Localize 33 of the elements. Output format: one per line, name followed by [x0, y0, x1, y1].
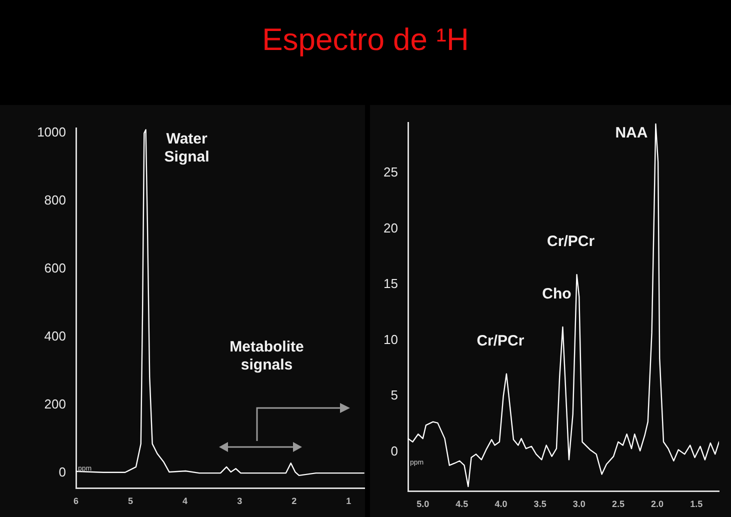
x-tick-label: 3.5: [534, 498, 546, 509]
x-tick-label: 4: [182, 496, 188, 506]
x-tick-label: 2.5: [612, 498, 624, 509]
x-tick-label: 2: [292, 496, 297, 506]
y-tick-label: 400: [44, 328, 66, 344]
annotation: Water Signal: [164, 130, 210, 166]
y-tick-label: 10: [384, 332, 398, 347]
y-tick-label: 0: [58, 464, 66, 480]
annotation: Cr/PCr: [547, 233, 595, 250]
annotation: Cho: [542, 286, 572, 303]
y-tick-label: 5: [390, 388, 398, 403]
y-tick-label: 0: [390, 444, 398, 459]
y-tick-label: 1000: [37, 124, 66, 140]
x-tick-label: 3: [237, 496, 242, 506]
x-tick-label: 4.5: [456, 498, 468, 509]
x-tick-label: 4.0: [494, 498, 508, 509]
y-tick-label: 25: [384, 164, 398, 180]
x-tick-label: 1.5: [690, 498, 703, 509]
annotation: NAA: [615, 124, 648, 142]
x-tick-label: 1: [346, 496, 352, 506]
y-tick-label: 200: [44, 396, 66, 412]
y-tick-label: 15: [384, 276, 398, 292]
y-tick-label: 20: [384, 220, 398, 236]
x-tick-label: 2.0: [651, 498, 664, 509]
x-tick-label: 5.0: [416, 498, 430, 509]
annotation: Cr/PCr: [476, 332, 524, 350]
annotation: Metabolite signals: [230, 338, 304, 374]
chart-title: Espectro de ¹H: [261, 22, 470, 58]
x-tick-label: 5: [128, 496, 134, 506]
y-tick-label: 800: [44, 192, 66, 208]
y-tick-label: 600: [44, 260, 66, 276]
x-tick-label: 3.0: [572, 498, 586, 509]
x-tick-label: 6: [73, 496, 79, 506]
